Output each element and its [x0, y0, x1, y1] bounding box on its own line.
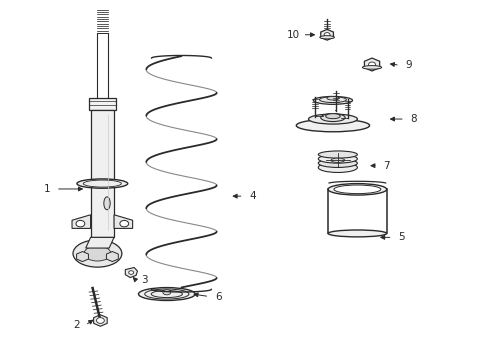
Ellipse shape: [363, 66, 382, 69]
Polygon shape: [365, 58, 380, 71]
Text: 8: 8: [410, 114, 417, 124]
Polygon shape: [91, 110, 114, 237]
Polygon shape: [89, 98, 116, 110]
Ellipse shape: [331, 158, 344, 162]
Ellipse shape: [318, 151, 357, 158]
Ellipse shape: [309, 114, 357, 124]
Ellipse shape: [84, 246, 111, 261]
Text: 1: 1: [44, 184, 50, 194]
Ellipse shape: [334, 185, 381, 194]
Ellipse shape: [296, 119, 369, 132]
Polygon shape: [125, 267, 138, 278]
Circle shape: [129, 271, 134, 274]
Text: 6: 6: [215, 292, 221, 302]
Text: 7: 7: [383, 161, 390, 171]
Ellipse shape: [326, 114, 340, 119]
Ellipse shape: [318, 154, 357, 163]
Text: 4: 4: [249, 191, 256, 201]
Ellipse shape: [314, 96, 352, 104]
Ellipse shape: [139, 288, 195, 301]
Text: 2: 2: [73, 320, 80, 330]
Circle shape: [76, 220, 85, 227]
Polygon shape: [76, 252, 88, 262]
Ellipse shape: [104, 197, 110, 210]
Ellipse shape: [318, 159, 357, 167]
Polygon shape: [72, 215, 91, 228]
Ellipse shape: [328, 230, 387, 237]
Text: 9: 9: [405, 60, 412, 70]
Polygon shape: [321, 30, 333, 40]
Ellipse shape: [318, 162, 357, 172]
Circle shape: [97, 318, 104, 323]
Polygon shape: [114, 215, 133, 228]
Circle shape: [120, 220, 129, 227]
Ellipse shape: [73, 240, 122, 267]
Text: 10: 10: [287, 30, 300, 40]
Polygon shape: [86, 237, 114, 248]
Ellipse shape: [319, 97, 346, 103]
Polygon shape: [106, 252, 118, 262]
Ellipse shape: [77, 179, 128, 188]
Polygon shape: [94, 315, 107, 326]
Ellipse shape: [321, 114, 345, 122]
Circle shape: [368, 62, 375, 67]
Ellipse shape: [320, 36, 334, 39]
Ellipse shape: [163, 290, 171, 295]
Text: 5: 5: [398, 232, 405, 242]
Circle shape: [324, 33, 330, 37]
Ellipse shape: [327, 96, 339, 100]
Ellipse shape: [328, 184, 387, 195]
Text: 3: 3: [142, 275, 148, 285]
